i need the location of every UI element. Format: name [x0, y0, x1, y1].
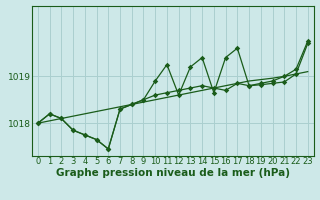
X-axis label: Graphe pression niveau de la mer (hPa): Graphe pression niveau de la mer (hPa) [56, 168, 290, 178]
